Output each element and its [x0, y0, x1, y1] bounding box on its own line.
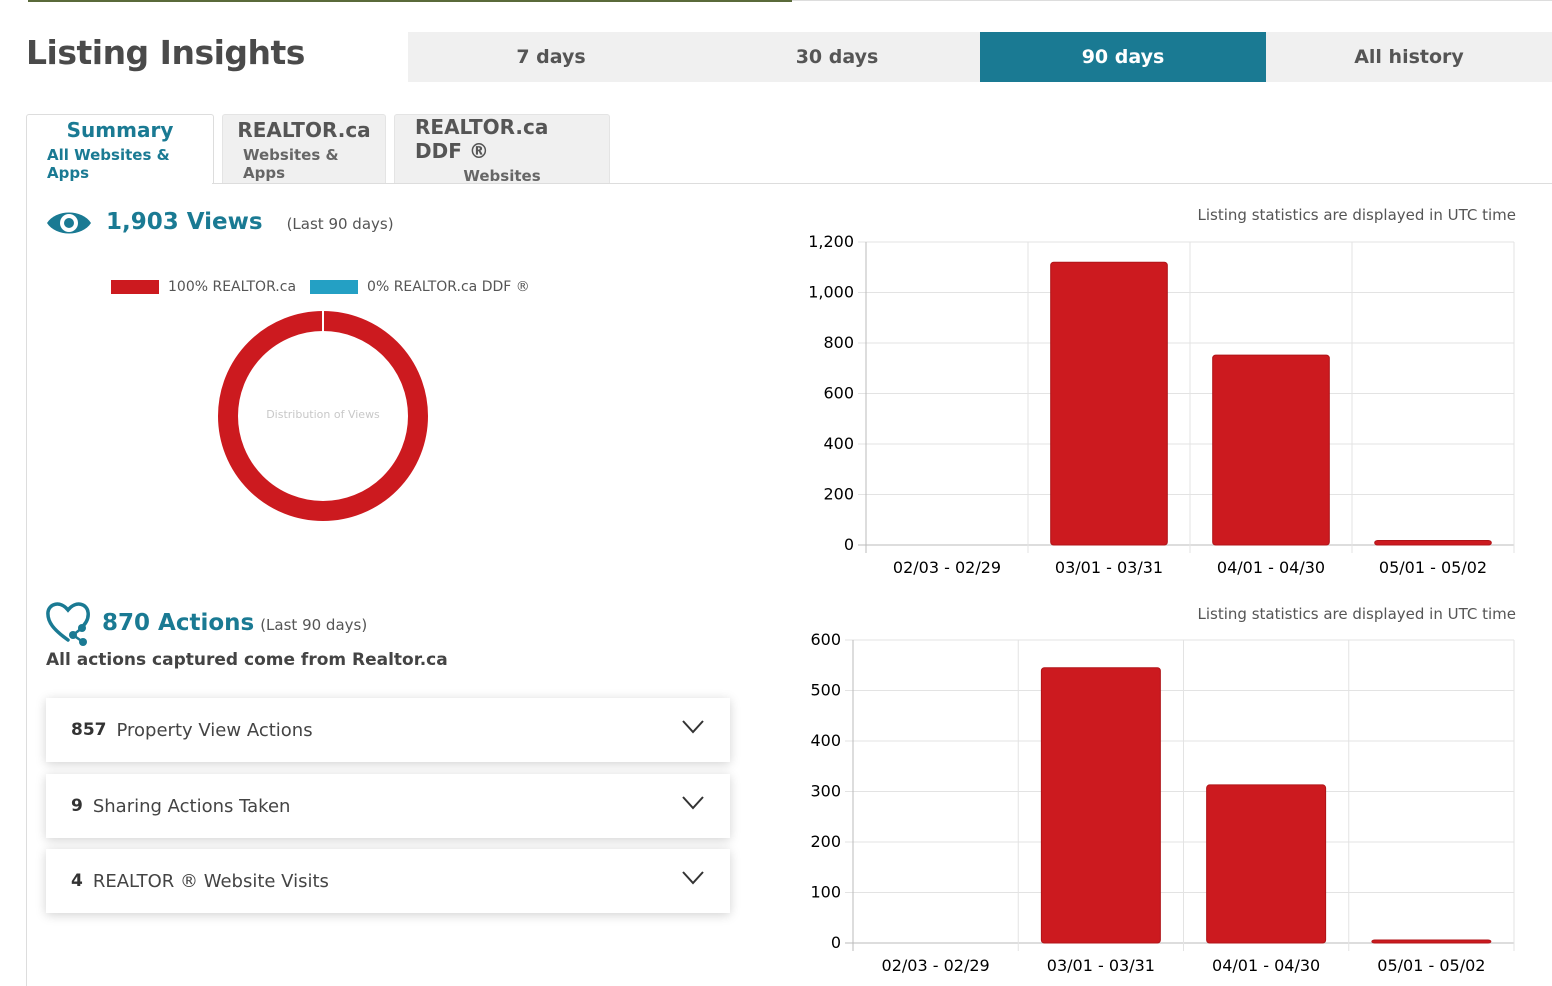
chevron-down-icon[interactable] [682, 871, 704, 885]
x-tick-label: 04/01 - 04/30 [1217, 558, 1325, 577]
action-label: Sharing Actions Taken [92, 795, 291, 817]
views-legend: 100% REALTOR.ca 0% REALTOR.ca DDF ® [111, 279, 544, 295]
action-count: 857 [71, 720, 107, 740]
action-card-website-visits[interactable]: 4 REALTOR ® Website Visits [46, 849, 730, 913]
tab-realtor-ca-ddf[interactable]: REALTOR.ca DDF ® Websites [394, 114, 610, 185]
tab-7-days[interactable]: 7 days [516, 46, 586, 68]
bar [1040, 667, 1161, 944]
tab-realtor-ca[interactable]: REALTOR.ca Websites & Apps [222, 114, 386, 184]
y-tick-label: 300 [810, 782, 841, 801]
tab-subtitle: All Websites & Apps [47, 145, 170, 182]
y-tick-label: 200 [810, 832, 841, 851]
actions-header: 870 Actions (Last 90 days) [46, 600, 367, 646]
bar [1206, 784, 1327, 944]
tab-all-history[interactable]: All history [1354, 46, 1464, 68]
y-tick-label: 600 [810, 630, 841, 649]
y-tick-label: 400 [810, 731, 841, 750]
tab-30-days[interactable]: 30 days [795, 46, 879, 68]
action-label: Property View Actions [116, 719, 313, 741]
y-tick-label: 800 [823, 333, 854, 352]
views-bar-chart: 0 200 400 600 800 1,000 1,200 02/03 - 02/29 03/0… [808, 232, 1515, 577]
tab-title: Summary [66, 117, 174, 142]
views-count: 1,903 Views [106, 209, 263, 235]
views-period-note: (Last 90 days) [286, 215, 394, 233]
actions-utc-note: Listing statistics are displayed in UTC … [1197, 605, 1516, 623]
tab-90-days[interactable]: 90 days [980, 32, 1266, 82]
bar [1371, 939, 1492, 944]
actions-bar-chart: 0 100 200 300 400 500 600 02/03 - 02/29 03/01 - … [810, 630, 1515, 975]
eye-icon [47, 212, 91, 234]
y-tick-label: 200 [823, 485, 854, 504]
tab-subtitle: Websites & Apps [243, 145, 339, 182]
action-card-property-view[interactable]: 857 Property View Actions [46, 698, 730, 762]
legend-item-realtor[interactable]: 100% REALTOR.ca [111, 279, 296, 295]
x-tick-label: 04/01 - 04/30 [1212, 956, 1320, 975]
legend-swatch-realtor [111, 280, 159, 294]
actions-subtitle: All actions captured come from Realtor.c… [46, 650, 448, 670]
y-tick-label: 0 [831, 933, 841, 952]
bar [1212, 354, 1330, 546]
legend-item-ddf[interactable]: 0% REALTOR.ca DDF ® [310, 279, 530, 295]
y-tick-label: 1,200 [808, 232, 854, 251]
x-tick-label: 05/01 - 05/02 [1379, 558, 1487, 577]
x-tick-label: 02/03 - 02/29 [882, 956, 990, 975]
tab-divider [212, 183, 1552, 184]
header-divider [792, 0, 1552, 1]
tab-subtitle: Websites [463, 166, 541, 185]
tab-title: REALTOR.ca DDF ® [415, 114, 549, 163]
chevron-down-icon[interactable] [682, 796, 704, 810]
y-tick-label: 100 [810, 883, 841, 902]
legend-label-ddf: 0% REALTOR.ca DDF ® [367, 279, 530, 295]
x-tick-label: 02/03 - 02/29 [893, 558, 1001, 577]
period-tabs: 7 days 30 days 90 days All history [408, 32, 1552, 82]
legend-label-realtor: 100% REALTOR.ca [168, 279, 297, 295]
x-tick-label: 05/01 - 05/02 [1377, 956, 1485, 975]
action-label: REALTOR ® Website Visits [92, 870, 329, 892]
x-tick-label: 03/01 - 03/31 [1055, 558, 1163, 577]
action-card-sharing[interactable]: 9 Sharing Actions Taken [46, 774, 730, 838]
y-tick-label: 500 [810, 681, 841, 700]
donut-center-label: Distribution of Views [266, 408, 380, 421]
views-utc-note: Listing statistics are displayed in UTC … [1197, 206, 1516, 224]
views-donut-chart [218, 309, 428, 521]
y-tick-label: 0 [844, 535, 854, 554]
action-count: 4 [71, 871, 83, 891]
x-tick-label: 03/01 - 03/31 [1047, 956, 1155, 975]
legend-swatch-ddf [310, 280, 359, 294]
actions-period-note: (Last 90 days) [260, 616, 368, 634]
source-tabs: Summary All Websites & Apps REALTOR.ca W… [26, 114, 610, 185]
tab-summary[interactable]: Summary All Websites & Apps [26, 114, 214, 184]
bar [1374, 539, 1492, 546]
tab-title: REALTOR.ca [237, 117, 371, 142]
y-tick-label: 400 [823, 434, 854, 453]
actions-count: 870 Actions [102, 610, 255, 636]
y-tick-label: 1,000 [808, 283, 854, 302]
bar [1050, 261, 1168, 546]
heart-share-icon [46, 602, 90, 646]
action-count: 9 [71, 796, 83, 816]
views-header: 1,903 Views (Last 90 days) [46, 206, 394, 238]
y-tick-label: 600 [823, 384, 854, 403]
header-image-strip [28, 0, 792, 2]
page-title: Listing Insights [26, 33, 305, 72]
panel-border [26, 184, 27, 986]
chevron-down-icon[interactable] [682, 720, 704, 734]
